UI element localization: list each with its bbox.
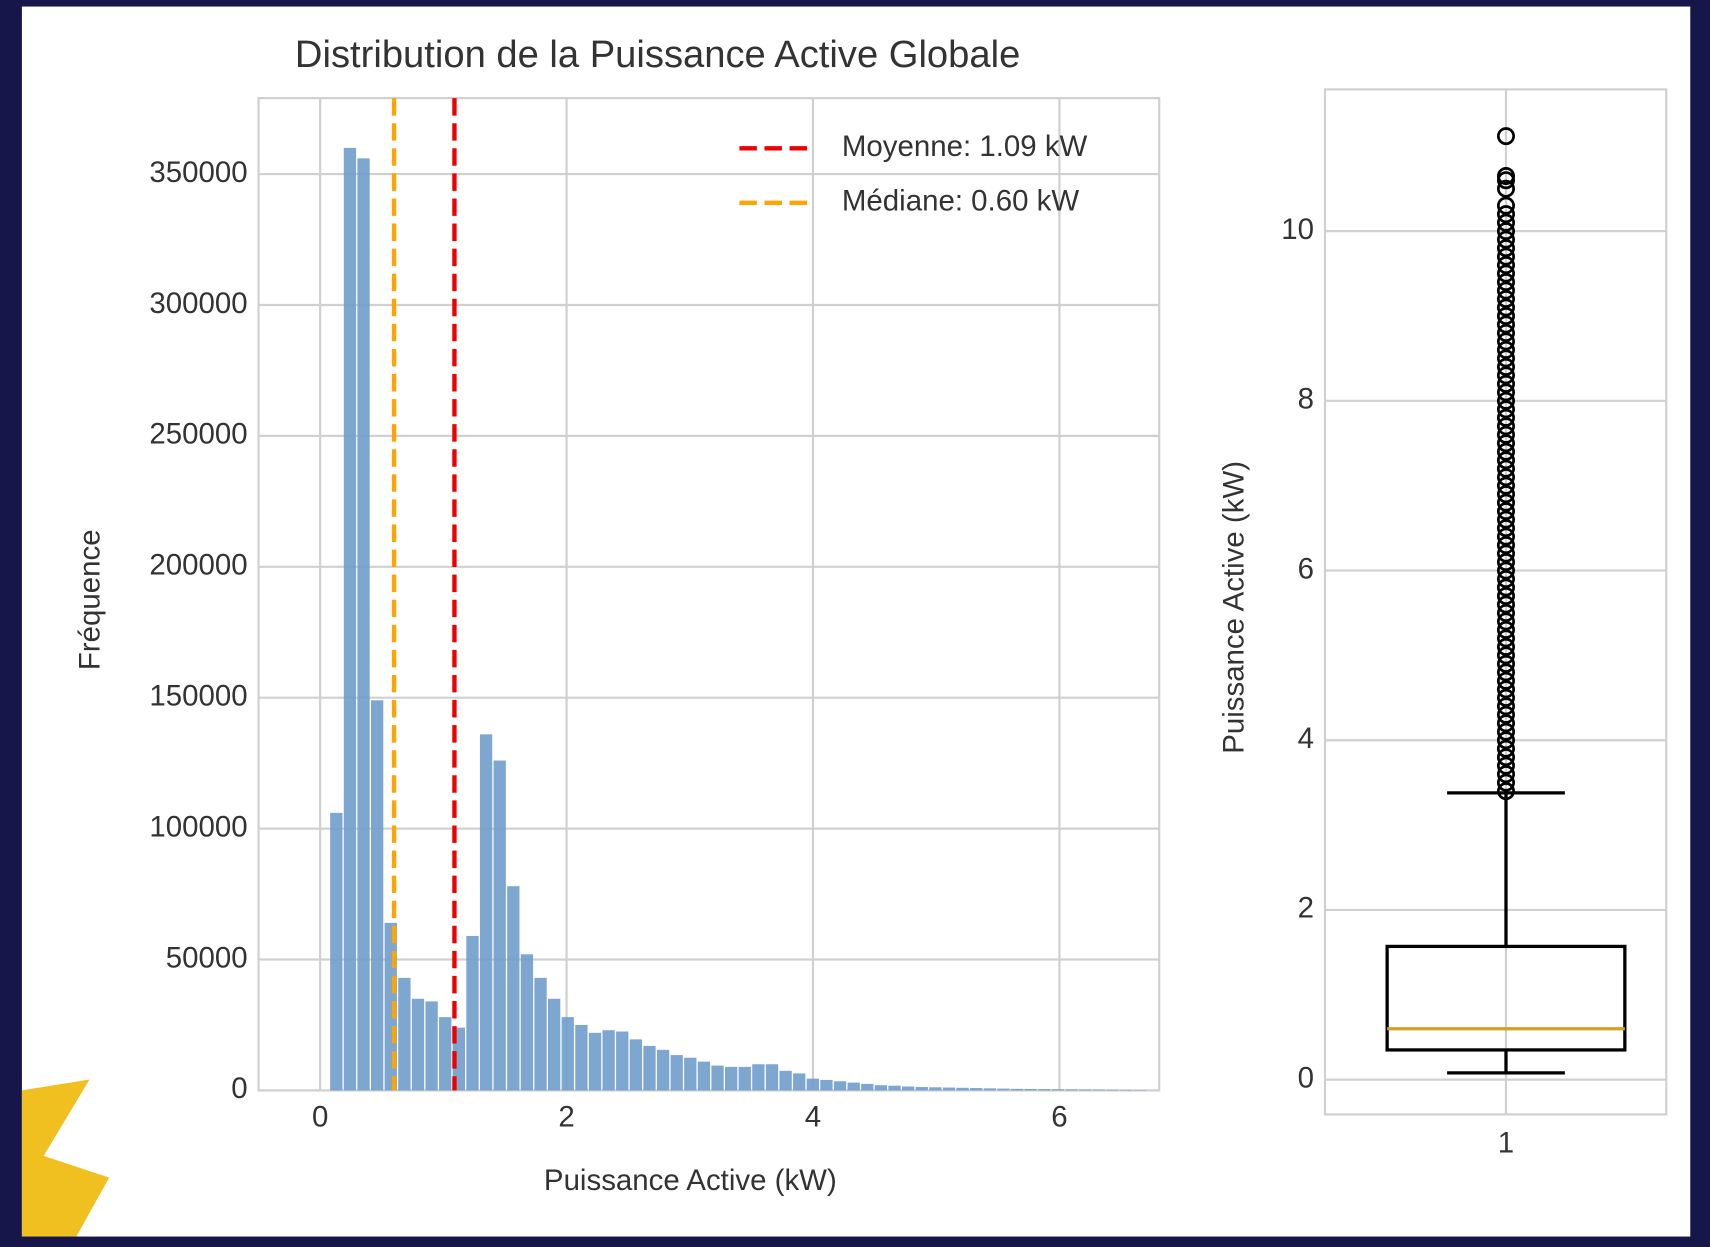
x-axis-title: Puissance Active (kW): [544, 1164, 837, 1197]
bar: [984, 1088, 996, 1090]
y-tick-label: 50000: [166, 941, 248, 974]
bar: [357, 158, 369, 1090]
legend-label: Médiane: 0.60 kW: [842, 185, 1079, 218]
bar: [698, 1062, 710, 1091]
x-tick-label: 6: [1051, 1101, 1067, 1134]
bar: [956, 1088, 968, 1091]
x-tick-label: 2: [558, 1101, 574, 1134]
bar: [439, 1017, 451, 1090]
bar: [562, 1017, 574, 1090]
bar: [1025, 1089, 1037, 1090]
bar: [534, 978, 546, 1091]
bar: [766, 1064, 778, 1090]
bar: [671, 1055, 683, 1090]
bar: [793, 1073, 805, 1090]
bar: [875, 1085, 887, 1090]
bar: [929, 1087, 941, 1090]
bar: [643, 1046, 655, 1091]
bar: [425, 1001, 437, 1090]
bar: [1038, 1089, 1050, 1090]
bar: [630, 1039, 642, 1090]
bar: [1093, 1090, 1105, 1091]
bar: [711, 1066, 723, 1091]
bar: [1052, 1089, 1064, 1090]
y-tick-label: 0: [231, 1072, 247, 1105]
bar: [344, 148, 356, 1091]
y-tick-label: 250000: [149, 418, 247, 451]
bar: [602, 1030, 614, 1090]
bar: [507, 886, 519, 1090]
bar: [739, 1067, 751, 1091]
bar: [480, 734, 492, 1090]
y-axis-title: Puissance Active (kW): [1217, 461, 1250, 754]
bar: [752, 1064, 764, 1090]
bar: [412, 999, 424, 1091]
bar: [997, 1089, 1009, 1091]
bar: [725, 1067, 737, 1091]
chart-title: Distribution de la Puissance Active Glob…: [295, 33, 1020, 76]
bar: [888, 1086, 900, 1091]
bar: [616, 1032, 628, 1091]
plot-area: [1325, 89, 1666, 1114]
bar: [807, 1079, 819, 1091]
y-axis-title: Fréquence: [73, 529, 106, 670]
bar: [1079, 1090, 1091, 1091]
y-tick-label: 100000: [149, 810, 247, 843]
bar: [834, 1081, 846, 1090]
bar: [398, 978, 410, 1091]
bar: [916, 1087, 928, 1090]
bar: [820, 1080, 832, 1090]
bar: [589, 1033, 601, 1091]
y-tick-label: 2: [1298, 892, 1314, 925]
bar: [330, 813, 342, 1091]
x-tick-label: 0: [312, 1101, 328, 1134]
bar: [1011, 1089, 1023, 1091]
y-tick-label: 6: [1298, 552, 1314, 585]
bar: [1120, 1090, 1132, 1091]
bar: [494, 761, 506, 1091]
x-tick-label: 4: [805, 1101, 821, 1134]
y-tick-label: 10: [1281, 213, 1314, 246]
bar: [575, 1025, 587, 1090]
bar: [861, 1084, 873, 1091]
bar: [684, 1058, 696, 1091]
bar: [371, 700, 383, 1090]
bar: [943, 1088, 955, 1091]
y-tick-label: 350000: [149, 156, 247, 189]
bar: [902, 1087, 914, 1091]
y-tick-label: 300000: [149, 287, 247, 320]
bar: [779, 1071, 791, 1091]
y-tick-label: 200000: [149, 549, 247, 582]
bar: [1065, 1089, 1077, 1090]
bar: [970, 1088, 982, 1090]
bar: [521, 954, 533, 1090]
y-tick-label: 0: [1298, 1061, 1314, 1094]
bar: [548, 999, 560, 1091]
bar: [657, 1050, 669, 1091]
y-tick-label: 8: [1298, 383, 1314, 416]
y-tick-label: 4: [1298, 722, 1314, 755]
bar: [466, 936, 478, 1090]
bar: [1106, 1090, 1118, 1091]
y-tick-label: 150000: [149, 679, 247, 712]
bar: [848, 1083, 860, 1091]
x-tick-label: 1: [1498, 1127, 1514, 1160]
legend-label: Moyenne: 1.09 kW: [842, 130, 1088, 163]
